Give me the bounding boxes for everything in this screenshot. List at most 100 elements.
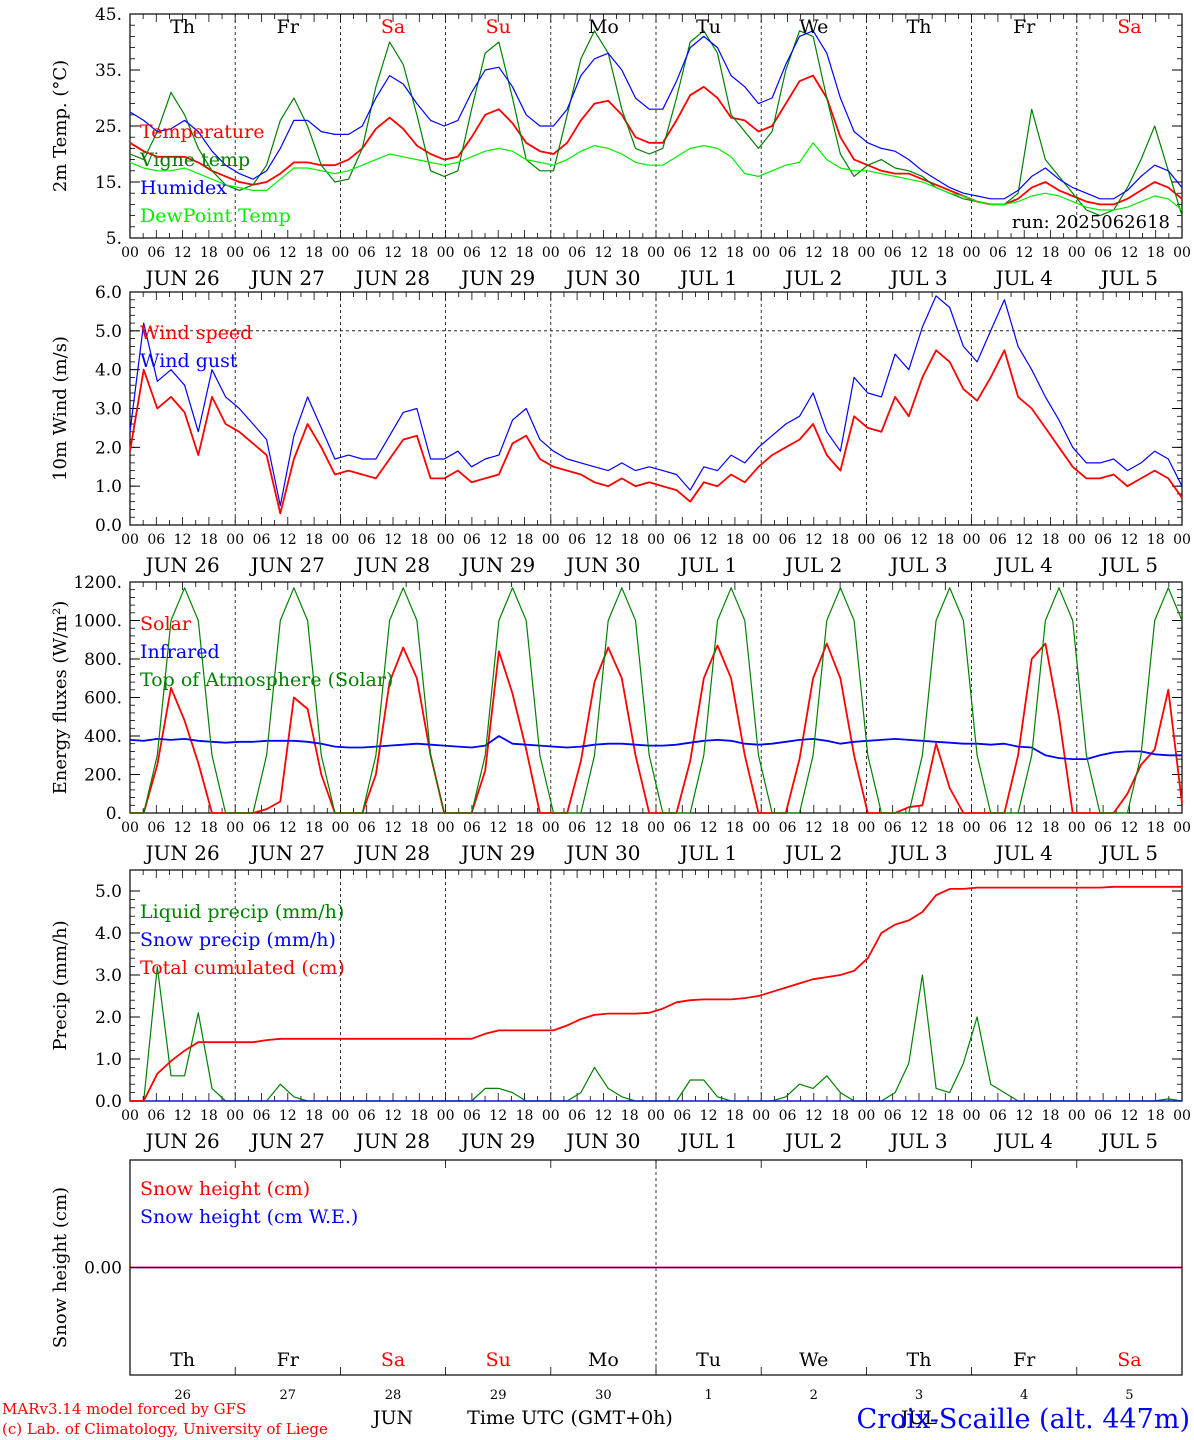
hour-tick-label: 06 [253,532,271,548]
day-name: Th [907,16,932,38]
hour-tick-label: 00 [963,532,981,548]
date-label: JUN 30 [564,266,640,290]
hour-tick-label: 06 [989,532,1007,548]
legend-entry: Wind speed [140,322,252,344]
hour-tick-label: 12 [1120,1108,1138,1124]
date-label: JUN 30 [564,553,640,577]
hour-tick-label: 12 [1120,532,1138,548]
hour-tick-label: 00 [752,820,770,836]
hour-tick-label: 12 [700,245,718,261]
day-number-label: 28 [385,1388,402,1403]
hour-tick-label: 00 [1173,820,1191,836]
panel-5: 0.00 Snow height (cm) Snow height (cm) Snow… [50,1159,1183,1429]
hour-tick-label: 06 [147,820,165,836]
date-label: JUL 1 [678,841,737,865]
hour-tick-label: 06 [568,1108,586,1124]
hour-tick-label: 00 [647,532,665,548]
panel-4: 5.0 4.0 3.0 2.0 1.0 0.0 Precip (mm/h) Liquid pr… [50,869,1191,1153]
legend-entry: Wind gust [140,350,238,372]
day-name: Sa [381,1349,405,1371]
date-label: JUL 5 [1099,553,1158,577]
hour-tick-label: 12 [1015,532,1033,548]
hour-tick-label: 18 [1147,1108,1165,1124]
y-tick-label: 4.0 [95,924,122,944]
y-tick-label: 35. [95,61,122,81]
hour-tick-label: 06 [884,1108,902,1124]
date-label: JUN 27 [249,266,325,290]
hour-tick-label: 12 [910,532,928,548]
hour-tick-label: 00 [437,245,455,261]
y-tick-label: 1.0 [95,477,122,497]
day-name: We [799,16,828,38]
date-label: JUN 28 [354,553,430,577]
hour-tick-label: 06 [253,820,271,836]
hour-tick-label: 06 [568,820,586,836]
hour-tick-label: 12 [910,820,928,836]
hour-tick-label: 18 [305,245,323,261]
hour-tick-label: 12 [279,245,297,261]
hour-tick-label: 12 [279,1108,297,1124]
hour-tick-label: 12 [489,1108,507,1124]
footer-station: Croix-Scaille (alt. 447m) [857,1404,1190,1435]
date-label: JUL 2 [783,553,842,577]
hour-tick-label: 18 [410,245,428,261]
series-line-infrared [129,735,1182,760]
hour-tick-label: 00 [542,820,560,836]
y-axis-title: Precip (mm/h) [50,920,71,1050]
hour-tick-label: 00 [1173,245,1191,261]
date-label: JUN 26 [144,841,220,865]
day-number-label: 2 [810,1388,818,1403]
y-tick-label: 200. [84,766,122,786]
day-name: Sa [381,16,405,38]
y-tick-label: 1000. [73,612,122,632]
date-label: JUN 29 [459,266,535,290]
day-name: Fr [277,1349,300,1371]
hour-tick-label: 18 [305,1108,323,1124]
date-label: JUN 30 [564,841,640,865]
hour-tick-label: 12 [805,245,823,261]
y-tick-label: 25. [95,117,122,137]
hour-tick-label: 00 [647,1108,665,1124]
y-tick-label: 5.0 [95,882,122,902]
hour-tick-label: 00 [857,532,875,548]
hour-tick-label: 12 [174,245,192,261]
day-name: Mo [588,16,619,38]
date-label: JUN 27 [249,1129,325,1153]
y-tick-label: 0.0 [95,1092,122,1112]
hour-tick-label: 00 [647,820,665,836]
hour-tick-label: 12 [594,1108,612,1124]
hour-tick-label: 06 [779,245,797,261]
day-number-label: 4 [1020,1388,1028,1403]
date-label: JUL 4 [994,266,1053,290]
hour-tick-label: 12 [279,820,297,836]
date-label: JUN 28 [354,841,430,865]
hour-tick-label: 18 [200,820,218,836]
hour-tick-label: 18 [936,245,954,261]
hour-tick-label: 12 [594,820,612,836]
hour-tick-label: 18 [516,532,534,548]
hour-tick-label: 12 [910,1108,928,1124]
panel-2: 6.0 5.0 4.0 3.0 2.0 1.0 0.0 10m Wind (m/s) Wind … [50,283,1191,577]
hour-tick-label: 12 [700,532,718,548]
y-tick-label: 0.0 [95,516,122,536]
y-tick-label: 6.0 [95,283,122,303]
hour-tick-label: 00 [752,245,770,261]
y-tick-label: 1.0 [95,1050,122,1070]
date-label: JUL 5 [1099,266,1158,290]
month-label: JUN [371,1407,413,1429]
hour-tick-label: 18 [831,820,849,836]
hour-tick-label: 00 [542,245,560,261]
hour-tick-label: 00 [121,1108,139,1124]
hour-tick-label: 06 [989,245,1007,261]
hour-tick-label: 18 [305,820,323,836]
day-number-label: 30 [595,1388,612,1403]
date-label: JUN 26 [144,553,220,577]
hour-tick-label: 06 [673,820,691,836]
date-label: JUL 2 [783,841,842,865]
hour-tick-label: 00 [542,1108,560,1124]
day-name: Sa [1117,16,1141,38]
hour-tick-label: 06 [568,532,586,548]
hour-tick-label: 18 [831,1108,849,1124]
day-number-label: 26 [174,1388,191,1403]
date-label: JUN 27 [249,841,325,865]
